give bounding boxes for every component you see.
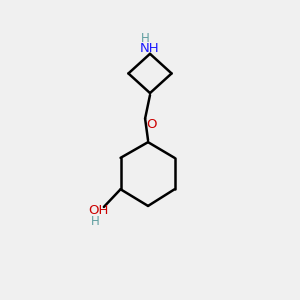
Text: H: H [91,215,99,228]
Text: NH: NH [140,42,160,56]
Text: H: H [141,32,149,45]
Text: O: O [147,118,157,131]
Text: OH: OH [88,204,108,218]
